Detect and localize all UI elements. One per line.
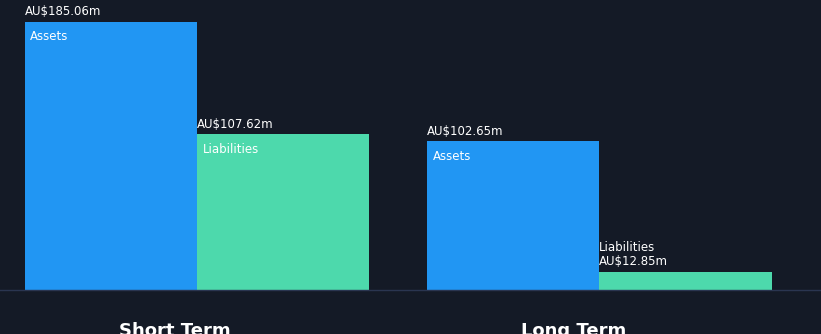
Bar (197, 134, 369, 291)
Bar (427, 141, 599, 291)
Text: Short Term: Short Term (119, 322, 231, 334)
Text: AU$107.62m: AU$107.62m (197, 118, 273, 131)
Text: Liabilities: Liabilities (599, 241, 656, 254)
Text: Assets: Assets (30, 30, 69, 43)
Bar (25, 22, 197, 291)
Text: Long Term: Long Term (521, 322, 626, 334)
Text: AU$102.65m: AU$102.65m (427, 125, 503, 138)
Text: AU$185.06m: AU$185.06m (25, 5, 101, 18)
Text: Assets: Assets (433, 150, 471, 163)
Text: Liabilities: Liabilities (203, 143, 259, 156)
Text: AU$12.85m: AU$12.85m (599, 255, 668, 268)
Bar (599, 272, 772, 291)
